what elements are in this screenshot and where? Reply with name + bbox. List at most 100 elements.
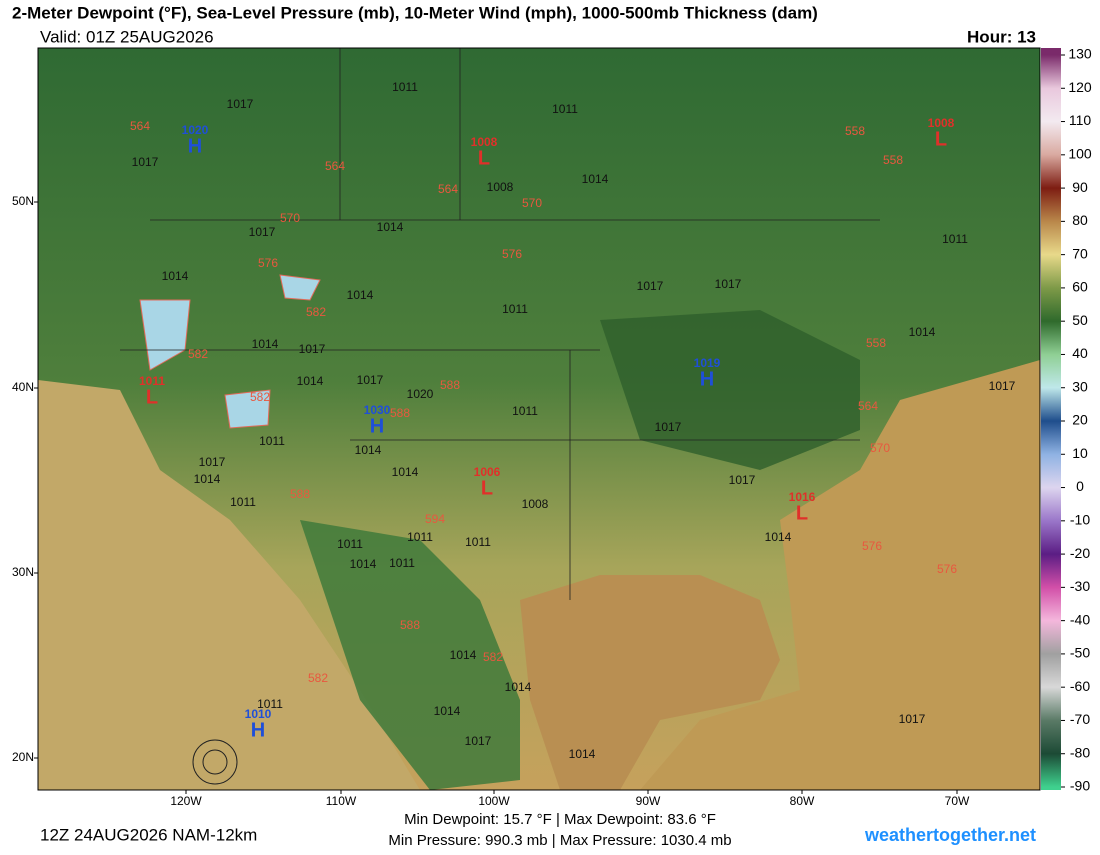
lat-label: 40N (12, 380, 34, 394)
colorbar-tick-label: -80 (1070, 744, 1090, 760)
pressure-center-letter: L (935, 128, 947, 150)
thickness-label: 576 (258, 256, 278, 270)
isobar-label: 1014 (194, 472, 221, 486)
thickness-label: 558 (845, 124, 865, 138)
isobar-label: 1011 (230, 495, 256, 509)
colorbar-tick-label: 80 (1072, 212, 1088, 228)
isobar-label: 1014 (392, 465, 419, 479)
dewpoint-range: Min Dewpoint: 15.7 °F | Max Dewpoint: 83… (404, 811, 716, 828)
isobar-label: 1011 (389, 556, 415, 570)
atlantic-ocean (640, 360, 1040, 790)
pressure-center-letter: L (481, 477, 493, 499)
forecast-hour: Hour: 13 (967, 27, 1036, 46)
isobar-label: 1014 (505, 680, 532, 694)
pressure-center-letter: H (370, 415, 384, 437)
colorbar-tick-label: 50 (1072, 312, 1088, 328)
lat-label: 50N (12, 194, 34, 208)
colorbar-tick-label: -40 (1070, 611, 1090, 627)
isobar-label: 1011 (552, 102, 578, 116)
thickness-label: 570 (522, 196, 542, 210)
thickness-label: 576 (502, 247, 522, 261)
pressure-center-value: 1016 (789, 490, 816, 504)
thickness-label: 582 (306, 305, 326, 319)
isobar-label: 1008 (522, 497, 549, 511)
isobar-label: 1014 (347, 288, 374, 302)
colorbar-tick-label: 30 (1072, 378, 1088, 394)
storm-isobar (202, 749, 228, 775)
thickness-label: 582 (250, 390, 270, 404)
thickness-label: 576 (862, 539, 882, 553)
isobar-label: 1017 (199, 455, 226, 469)
pressure-center-letter: H (700, 368, 714, 390)
isobar-label: 1017 (637, 279, 664, 293)
isobar-label: 1008 (487, 180, 514, 194)
isobar-label: 1017 (357, 373, 384, 387)
isobar-label: 1014 (909, 325, 936, 339)
lon-label: 90W (636, 794, 661, 808)
mexico-land (300, 520, 520, 790)
thickness-label: 570 (870, 441, 890, 455)
colorbar-tick-label: -60 (1070, 678, 1090, 694)
isobar-label: 1014 (350, 557, 377, 571)
isobar-label: 1014 (162, 269, 189, 283)
isobar-label: 1011 (942, 232, 968, 246)
colorbar-tick-label: 120 (1068, 79, 1092, 95)
isobar-label: 1017 (465, 734, 492, 748)
map-frame (37, 47, 1041, 791)
lon-label: 80W (790, 794, 815, 808)
thickness-label: 564 (130, 119, 150, 133)
thickness-label: 582 (188, 347, 208, 361)
colorbar-tick-label: 70 (1072, 245, 1088, 261)
isobar-label: 1020 (407, 387, 434, 401)
pacific-ocean (38, 380, 420, 790)
thickness-label: 588 (400, 618, 420, 632)
pressure-center-letter: L (478, 147, 490, 169)
lat-label: 20N (12, 750, 34, 764)
isobar-label: 1014 (569, 747, 596, 761)
thickness-label: 564 (325, 159, 345, 173)
thickness-label: 588 (290, 487, 310, 501)
isobar-label: 1014 (297, 374, 324, 388)
thickness-label: 576 (937, 562, 957, 576)
dry-region (279, 274, 321, 301)
isobar-label: 1014 (252, 337, 279, 351)
site-credit[interactable]: weathertogether.net (864, 825, 1036, 845)
colorbar-tick-label: -30 (1070, 578, 1090, 594)
thickness-label: 582 (308, 671, 328, 685)
isobar-label: 1014 (765, 530, 792, 544)
pressure-center-letter: H (251, 719, 265, 741)
colorbar (1041, 48, 1061, 790)
isobar-label: 1014 (377, 220, 404, 234)
lon-label: 120W (170, 794, 202, 808)
colorbar-tick-label: 110 (1069, 112, 1092, 128)
colorbar-tick-label: -50 (1070, 645, 1090, 661)
colorbar-tick-label: -90 (1070, 778, 1090, 794)
storm-isobar (192, 739, 238, 785)
pressure-center-value: 1008 (471, 135, 498, 149)
thickness-label: 558 (866, 336, 886, 350)
colorbar-tick-label: 100 (1068, 146, 1092, 162)
thickness-label: 558 (883, 153, 903, 167)
lon-label: 70W (945, 794, 970, 808)
title: 2-Meter Dewpoint (°F), Sea-Level Pressur… (12, 3, 818, 22)
isobar-label: 1017 (132, 155, 159, 169)
isobar-label: 1011 (257, 697, 283, 711)
colorbar-tick-label: 130 (1068, 46, 1092, 62)
map (38, 48, 1040, 790)
valid-time: Valid: 01Z 25AUG2026 (40, 27, 214, 46)
colorbar-tick-label: -10 (1070, 512, 1090, 528)
isobar-label: 1014 (582, 172, 609, 186)
pressure-center-value: 1020 (182, 123, 209, 137)
colorbar-tick-label: 10 (1072, 445, 1088, 461)
eastern-us-land (600, 310, 860, 470)
thickness-label: 570 (280, 211, 300, 225)
isobar-label: 1014 (450, 648, 477, 662)
thickness-label: 564 (438, 182, 458, 196)
pressure-center-value: 1010 (245, 707, 272, 721)
colorbar-tick-label: 40 (1072, 345, 1088, 361)
isobar-label: 1011 (512, 404, 538, 418)
thickness-label: 582 (483, 650, 503, 664)
thickness-label: 564 (858, 399, 878, 413)
lat-label: 30N (12, 565, 34, 579)
isobar-label: 1017 (989, 379, 1016, 393)
